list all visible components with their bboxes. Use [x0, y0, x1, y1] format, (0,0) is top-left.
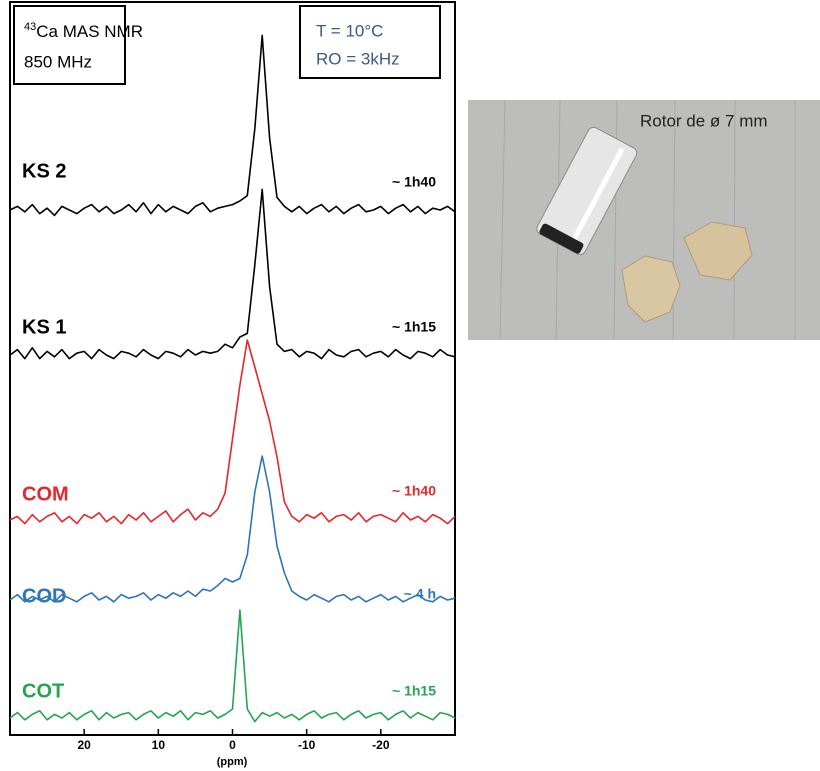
series-annotation: ~ 1h15 [392, 683, 436, 699]
x-tick-label: 10 [152, 738, 166, 752]
series-label: KS 1 [22, 316, 66, 338]
crystal [683, 221, 753, 281]
title-sup: 43 [24, 21, 36, 33]
plot-frame [9, 1, 456, 736]
rotor [536, 126, 638, 255]
series-label: COT [22, 680, 64, 702]
spectrum [9, 34, 456, 217]
condition: RO = 3kHz [316, 49, 400, 68]
spectrum [9, 609, 456, 723]
x-tick-label: -20 [372, 738, 390, 752]
x-tick-label: -10 [298, 738, 316, 752]
x-tick-label: 20 [77, 738, 91, 752]
series-label: COM [22, 483, 69, 505]
title-box [13, 5, 126, 85]
series-label: COD [22, 585, 66, 607]
conditions-box [299, 5, 441, 79]
series-annotation: ~ 4 h [404, 586, 436, 602]
x-tick-label: 0 [229, 738, 236, 752]
series-annotation: ~ 1h40 [392, 174, 436, 190]
title: 43Ca MAS NMR [24, 21, 143, 42]
photo: Rotor de ø 7 mm [468, 99, 820, 341]
series-annotation: ~ 1h15 [392, 319, 436, 335]
series-annotation: ~ 1h40 [392, 483, 436, 499]
crystal [621, 255, 681, 323]
condition: T = 10°C [316, 21, 383, 40]
spectrum [9, 339, 456, 525]
title-text: Ca MAS NMR [36, 22, 143, 41]
spectrum [9, 188, 456, 360]
spectrum [9, 455, 456, 603]
title-line2: 850 MHz [24, 52, 92, 71]
x-axis-label: (ppm) [217, 756, 248, 768]
photo-caption: Rotor de ø 7 mm [640, 111, 768, 130]
series-label: KS 2 [22, 160, 66, 182]
